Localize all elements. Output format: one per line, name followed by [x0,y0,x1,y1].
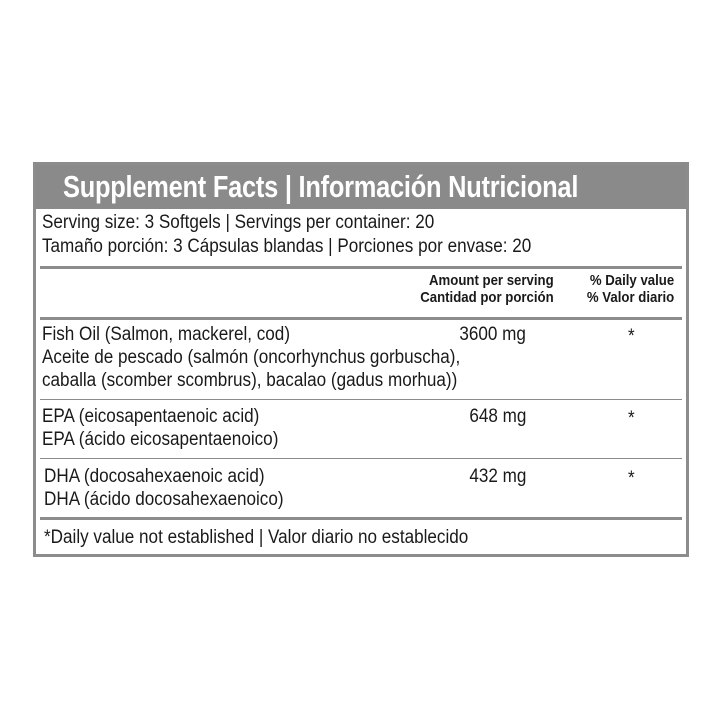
ingredient-name: Fish Oil (Salmon, mackerel, cod) [42,324,291,345]
divider [40,458,682,459]
ingredient-name-es: DHA (ácido docosahexaenoico) [44,489,284,510]
ingredient-name-es: EPA (ácido eicosapentaenoico) [42,429,279,450]
divider [40,517,682,520]
ingredient-name: EPA (eicosapentaenoic acid) [42,406,260,427]
serving-line-en: Serving size: 3 Softgels | Servings per … [42,212,435,233]
footnote: *Daily value not established | Valor dia… [44,527,469,548]
amount-header-es: Cantidad por porción [420,289,554,306]
divider [40,317,682,320]
daily-value: * [628,326,635,347]
ingredient-name-es: Aceite de pescado (salmón (oncorhynchus … [42,347,461,368]
daily-value-header: % Daily value % Valor diario [587,272,674,306]
table-row-fish-oil: Fish Oil (Salmon, mackerel, cod) Aceite … [42,323,460,392]
panel-title: Supplement Facts | Información Nutricion… [63,169,579,204]
ingredient-name-es: caballa (scomber scombrus), bacalao (gad… [42,370,458,391]
ingredient-name: DHA (docosahexaenoic acid) [44,466,265,487]
supplement-facts-panel: Supplement Facts | Información Nutricion… [33,162,689,557]
daily-value: * [628,468,635,489]
table-row-epa: EPA (eicosapentaenoic acid) EPA (ácido e… [42,405,278,451]
divider [40,399,682,400]
amount-header: Amount per serving Cantidad por porción [421,272,554,306]
table-row-dha: DHA (docosahexaenoic acid) DHA (ácido do… [44,465,284,511]
dv-header-en: % Daily value [589,272,674,289]
header-bar: Supplement Facts | Información Nutricion… [36,165,686,209]
serving-line-es: Tamaño porción: 3 Cápsulas blandas | Por… [42,236,532,257]
dv-header-es: % Valor diario [586,289,674,306]
amount-value: 3600 mg [459,324,526,345]
divider [40,266,682,269]
daily-value: * [628,408,635,429]
amount-header-en: Amount per serving [429,272,554,289]
amount-value: 432 mg [468,466,526,487]
amount-value: 648 mg [468,406,526,427]
